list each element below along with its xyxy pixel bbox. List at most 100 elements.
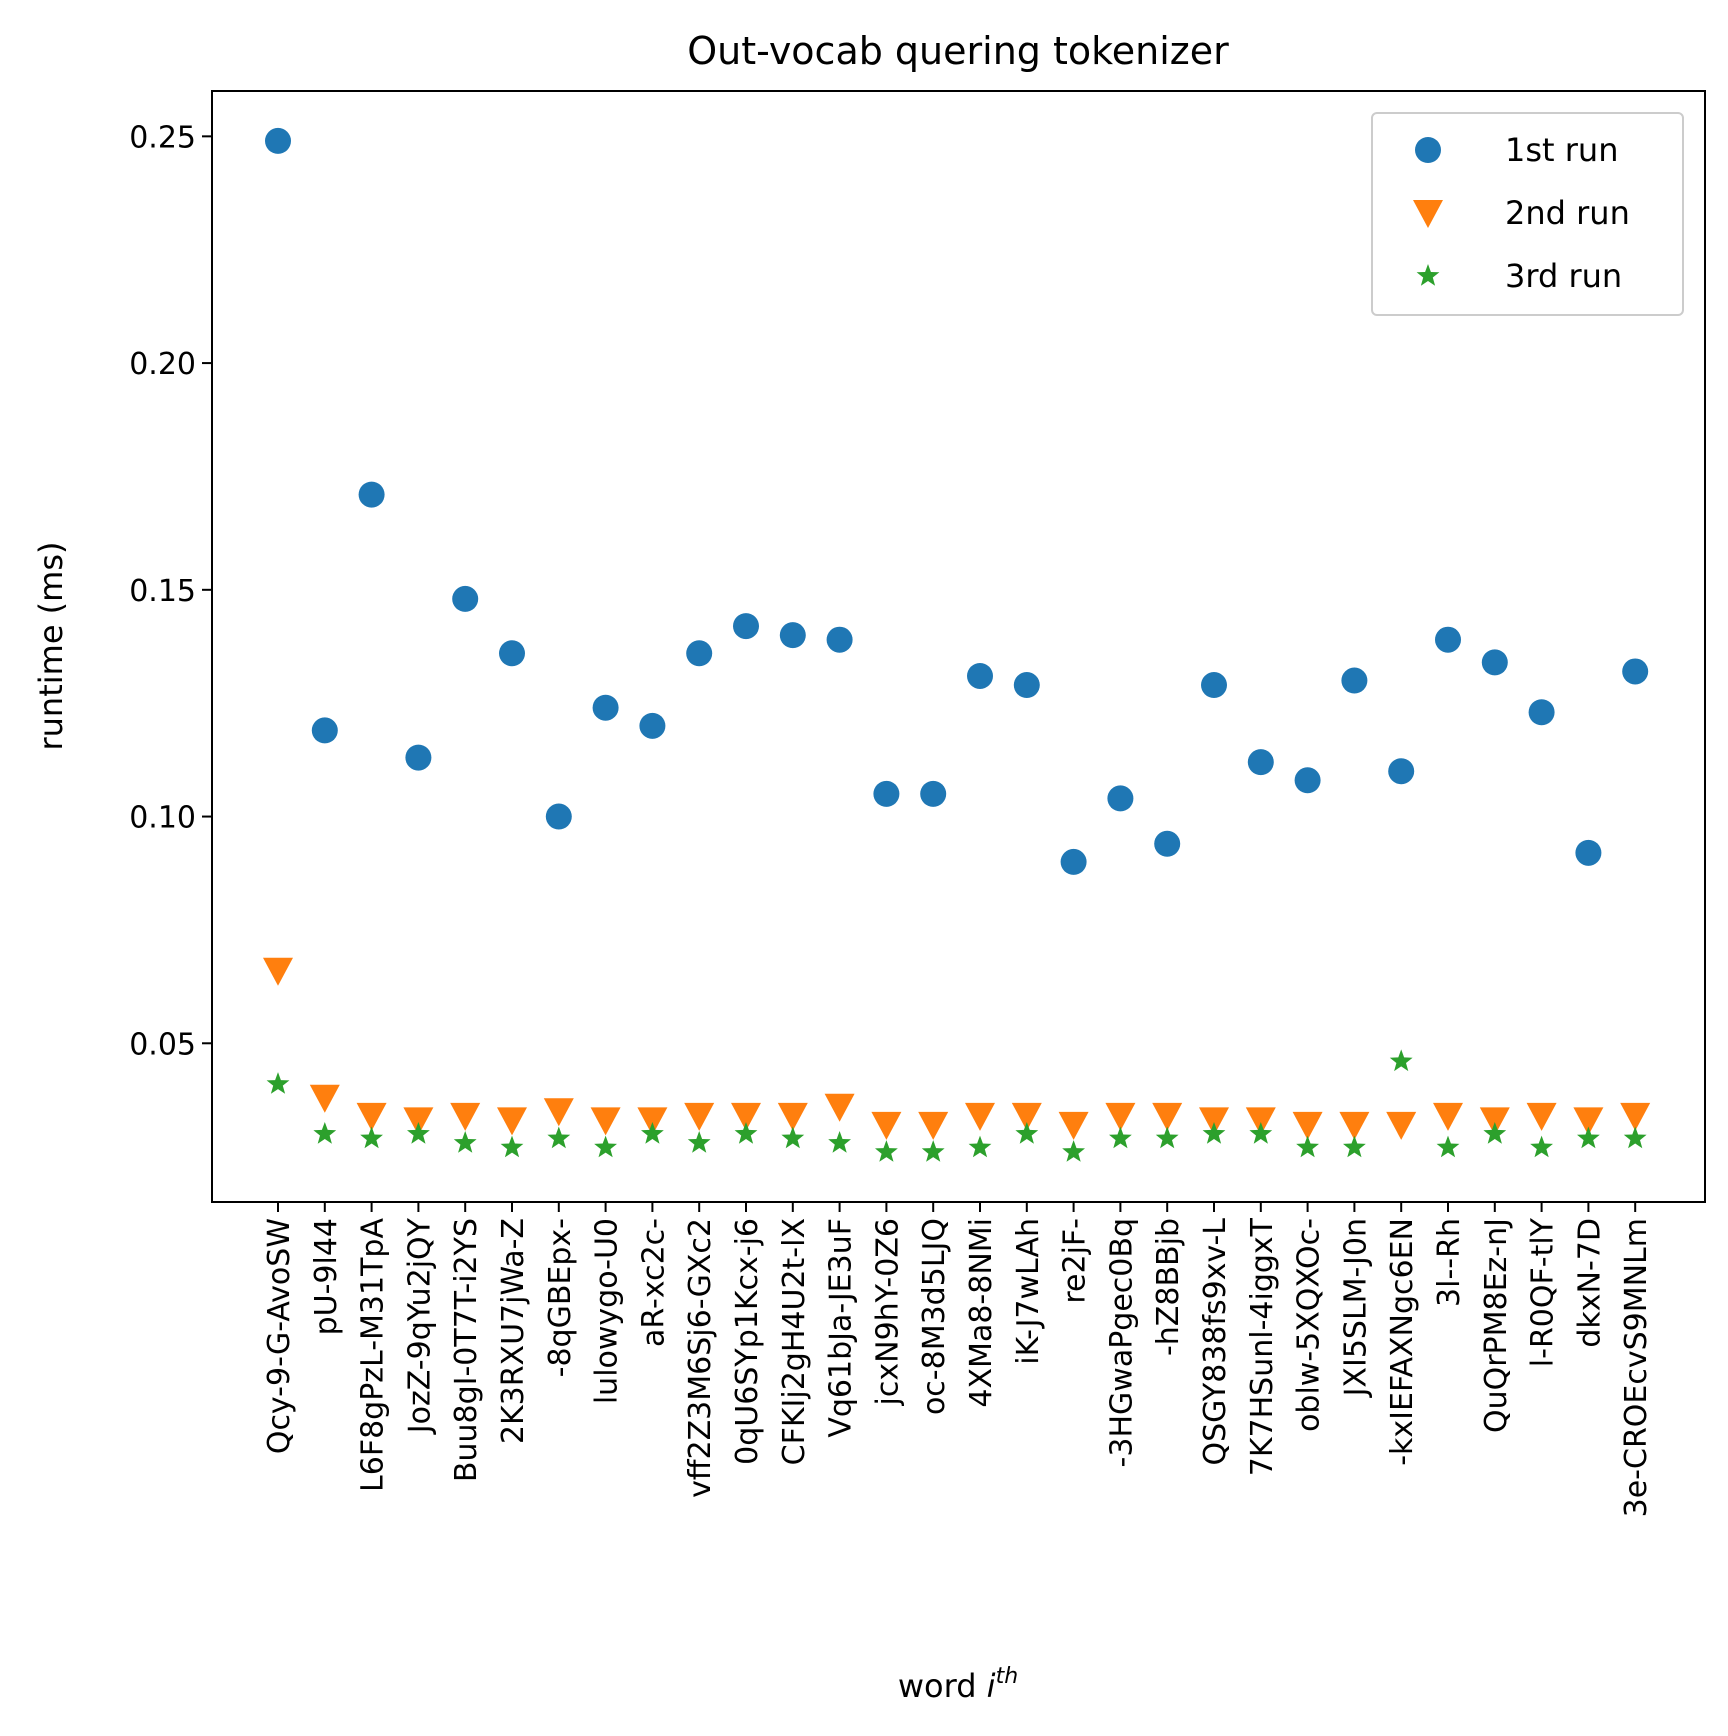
data-point xyxy=(1107,785,1134,812)
y-tick-label: 0.15 xyxy=(129,574,196,609)
data-point xyxy=(497,1107,527,1136)
data-point xyxy=(265,127,291,154)
x-tick-label: QSGY838fs9xv-L xyxy=(1198,1218,1233,1466)
data-point xyxy=(1479,1107,1510,1136)
data-point xyxy=(1526,1102,1557,1131)
legend-marker xyxy=(1413,200,1443,228)
x-tick-label: Qcy-9-G-AvoSW xyxy=(262,1218,297,1454)
data-point xyxy=(731,1102,761,1131)
data-point xyxy=(1343,1135,1366,1158)
y-tick-label: 0.10 xyxy=(129,801,196,836)
legend: 1st run 2nd run 3rd run xyxy=(1371,112,1684,316)
data-point xyxy=(1483,1122,1507,1144)
x-tick-label: -8qGBEpx- xyxy=(543,1218,578,1377)
data-point xyxy=(639,712,666,739)
data-point xyxy=(1341,667,1368,694)
data-point xyxy=(734,1122,758,1144)
series-1 xyxy=(265,127,1649,875)
x-tick-label: JXI5SLM-J0n xyxy=(1338,1218,1373,1398)
data-point xyxy=(920,780,947,807)
x-tick-label: oblw-5XQXOc- xyxy=(1292,1218,1327,1432)
x-tick-label: Vq61bJa-JE3uF xyxy=(824,1218,859,1438)
data-point xyxy=(1623,1126,1647,1149)
x-tick-label: JozZ-9qYu2jQY xyxy=(402,1217,437,1435)
data-point xyxy=(1294,767,1321,794)
data-point xyxy=(1435,626,1461,653)
data-point xyxy=(921,1140,945,1162)
data-point xyxy=(547,1126,571,1149)
x-tick-label: -3HGwaPgec0Bq xyxy=(1104,1218,1139,1467)
data-point xyxy=(967,662,993,689)
data-point xyxy=(1058,1111,1089,1140)
data-point xyxy=(1155,1126,1179,1149)
data-point xyxy=(777,1102,808,1131)
data-point xyxy=(1247,749,1274,776)
x-tick-label: -kxIEFAXNgc6EN xyxy=(1385,1218,1420,1466)
series-3 xyxy=(266,1049,1647,1162)
data-point xyxy=(1296,1135,1319,1158)
x-tick-label: re2jF- xyxy=(1058,1218,1093,1304)
x-tick-label: aR-xc2c- xyxy=(636,1218,671,1347)
data-point xyxy=(686,640,713,667)
data-point xyxy=(1154,830,1181,857)
data-point xyxy=(356,1102,387,1131)
data-point xyxy=(1528,699,1555,726)
data-point xyxy=(1433,1102,1463,1131)
data-point xyxy=(1109,1126,1132,1149)
x-tick-label: pU-9l44 xyxy=(309,1218,344,1335)
data-point xyxy=(309,1084,340,1113)
data-point xyxy=(1339,1111,1370,1140)
x-tick-label: 3l--Rh xyxy=(1432,1218,1467,1307)
legend-marker xyxy=(1416,264,1440,286)
data-point xyxy=(590,1107,621,1136)
data-point xyxy=(918,1111,949,1140)
data-point xyxy=(360,1126,383,1149)
data-point xyxy=(592,694,619,721)
axis-ticks: 0.05 0.10 0.15 0.20 0.25 Qcy-9-G-AvoSW pU-9l44… xyxy=(129,120,1654,1517)
data-point xyxy=(828,1131,851,1153)
data-point xyxy=(733,613,759,640)
data-point xyxy=(403,1107,434,1136)
data-point xyxy=(1202,1122,1226,1144)
data-point xyxy=(452,585,479,612)
data-point xyxy=(781,1126,805,1149)
legend-label: 2nd run xyxy=(1505,194,1630,232)
data-point xyxy=(965,1102,995,1131)
data-point xyxy=(1152,1102,1183,1131)
data-point xyxy=(266,1072,290,1094)
data-point xyxy=(687,1131,711,1153)
x-tick-label: iK-J7wLAh xyxy=(1011,1218,1046,1365)
data-point xyxy=(1530,1135,1553,1158)
data-point xyxy=(311,717,338,744)
data-point xyxy=(637,1107,668,1136)
data-point xyxy=(499,640,525,667)
x-tick-label: 3e-CROEcvS9MNLm xyxy=(1619,1218,1654,1517)
x-tick-label: QuQrPM8Ez-nJ xyxy=(1479,1218,1514,1433)
x-axis-label: word ith xyxy=(898,1664,1018,1705)
y-tick-label: 0.05 xyxy=(129,1027,196,1062)
data-point xyxy=(871,1111,902,1140)
data-point xyxy=(824,1093,855,1122)
y-tick-label: 0.20 xyxy=(129,347,196,382)
data-point xyxy=(1481,649,1508,676)
series-2 xyxy=(263,957,1651,1140)
data-point xyxy=(543,1098,574,1127)
x-axis-label-index: i xyxy=(987,1667,996,1705)
data-point xyxy=(450,1102,481,1131)
data-point xyxy=(1249,1122,1273,1144)
x-tick-label: 0qU6SYp1Kcx-j6 xyxy=(730,1218,765,1465)
legend-label: 3rd run xyxy=(1505,257,1622,295)
data-point xyxy=(1013,672,1040,699)
data-point xyxy=(594,1135,617,1158)
data-point xyxy=(1015,1122,1039,1144)
x-tick-label: l-R0QF-tlY xyxy=(1526,1217,1561,1367)
data-point xyxy=(358,481,385,508)
x-tick-label: -hZ8BBjb xyxy=(1151,1218,1186,1356)
data-point xyxy=(1622,658,1649,685)
data-point xyxy=(826,626,853,653)
x-tick-label: 2K3RXU7jWa-Z xyxy=(496,1218,531,1444)
x-tick-label: vff2Z3M6Sj6-GXc2 xyxy=(683,1218,718,1498)
data-point xyxy=(405,744,432,771)
data-point xyxy=(453,1131,477,1153)
